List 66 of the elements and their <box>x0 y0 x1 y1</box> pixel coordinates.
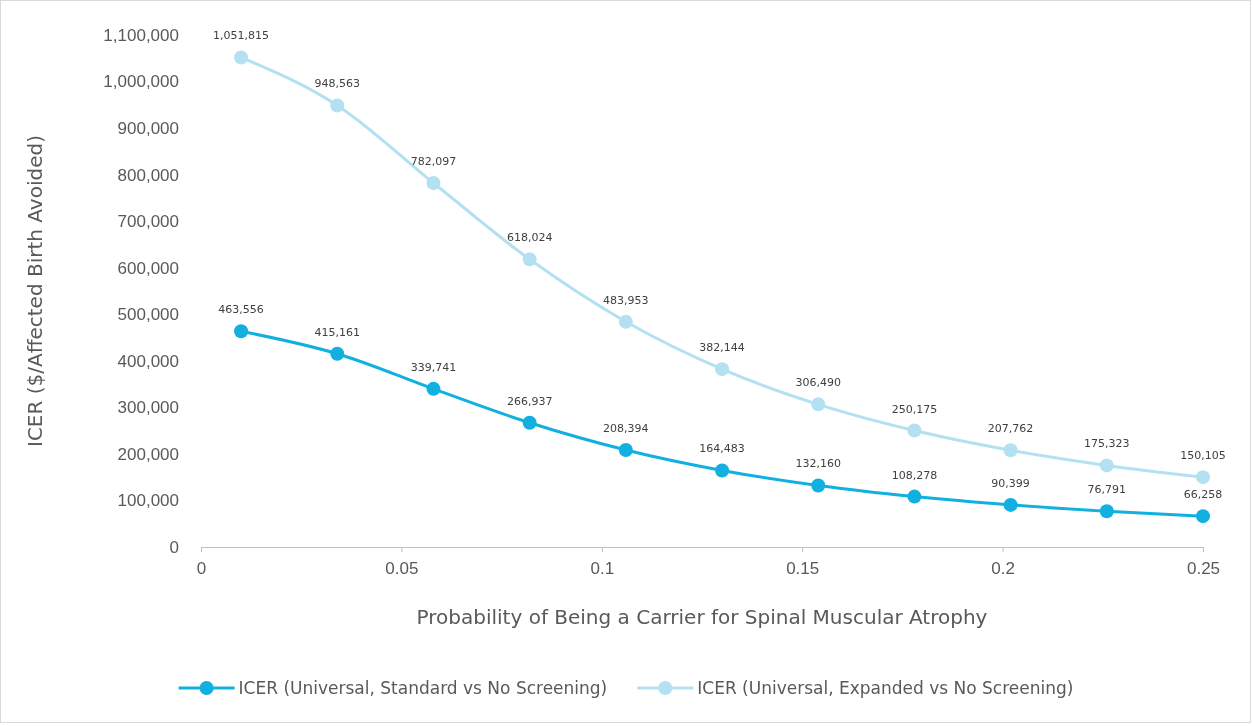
y-tick-label: 100,000 <box>117 491 179 511</box>
y-tick-label: 300,000 <box>117 398 179 418</box>
data-label: 1,051,815 <box>213 29 270 43</box>
point <box>811 478 826 493</box>
point <box>330 346 345 361</box>
point <box>811 397 826 412</box>
point <box>234 50 249 65</box>
y-tick-label: 700,000 <box>117 212 179 232</box>
data-label: 175,323 <box>1084 437 1130 451</box>
point <box>234 324 249 339</box>
data-label: 208,394 <box>603 422 649 435</box>
point <box>522 415 537 430</box>
data-label: 164,483 <box>699 442 745 456</box>
y-tick-label: 400,000 <box>117 351 179 371</box>
y-tick-label: 600,000 <box>117 258 179 278</box>
x-tick-label: 0.25 <box>1186 558 1221 578</box>
y-tick-label: 0 <box>169 537 179 557</box>
data-label: 948,563 <box>314 77 361 91</box>
point <box>330 98 345 113</box>
point <box>1196 470 1210 485</box>
legend-label: ICER (Universal, Standard vs No Screening) <box>238 677 608 698</box>
point <box>522 252 537 267</box>
data-label: 250,175 <box>891 402 938 416</box>
data-label: 618,024 <box>506 231 553 245</box>
point <box>1003 497 1018 512</box>
data-label: 339,741 <box>410 360 457 374</box>
point <box>907 423 922 438</box>
y-tick-label: 800,000 <box>117 165 179 185</box>
data-label: 66,258 <box>1183 488 1223 502</box>
data-label: 132,160 <box>795 457 841 471</box>
point <box>426 381 441 396</box>
data-label: 207,762 <box>987 422 1034 436</box>
data-label: 266,937 <box>506 394 553 408</box>
y-tick-label: 500,000 <box>117 305 179 325</box>
x-tick-label: 0.15 <box>786 558 820 578</box>
data-label: 463,556 <box>218 303 264 317</box>
point <box>1003 443 1018 458</box>
x-axis-title: Probability of Being a Carrier for Spinal Muscular Atrophy <box>416 605 988 629</box>
y-tick-label: 200,000 <box>117 444 179 464</box>
legend-label: ICER (Universal, Expanded vs No Screening) <box>697 677 1074 698</box>
data-label: 150,105 <box>1180 449 1226 463</box>
data-label: 306,490 <box>795 376 841 390</box>
data-label: 108,278 <box>891 468 938 482</box>
data-label: 90,399 <box>991 476 1030 490</box>
y-tick-label: 1,000,000 <box>103 72 179 92</box>
point <box>618 443 633 457</box>
x-tick-label: 0 <box>196 558 207 578</box>
x-tick-label: 0.2 <box>991 558 1015 578</box>
point <box>426 175 441 190</box>
data-label: 415,161 <box>314 325 361 339</box>
point <box>618 314 633 329</box>
y-tick-label: 1,100,000 <box>103 25 179 45</box>
data-label: 382,144 <box>699 341 745 355</box>
y-tick-label: 900,000 <box>117 119 179 139</box>
x-tick-label: 0.1 <box>590 558 615 578</box>
data-label: 76,791 <box>1087 483 1127 497</box>
point <box>715 362 730 377</box>
point <box>715 463 730 478</box>
y-axis-title: ICER ($/Affected Birth Avoided) <box>23 135 47 447</box>
point <box>1196 509 1210 524</box>
point <box>1099 504 1114 519</box>
data-label: 483,953 <box>603 293 649 307</box>
data-label: 782,097 <box>410 154 457 168</box>
point <box>1099 458 1114 473</box>
x-tick-label: 0.05 <box>385 558 419 578</box>
point <box>907 489 922 504</box>
